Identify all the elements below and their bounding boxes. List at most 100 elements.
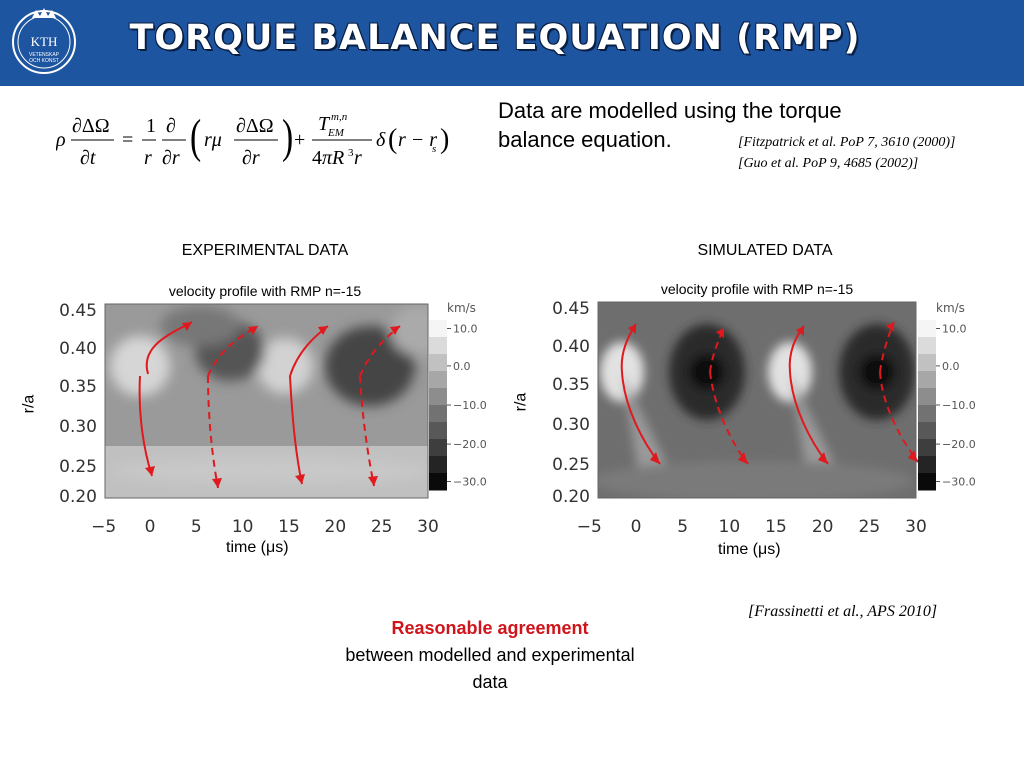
simulated-ytick-label: 0.40 — [552, 337, 590, 357]
svg-text:(: ( — [388, 124, 397, 155]
citation: [Frassinetti et al., APS 2010] — [748, 603, 938, 620]
experimental-plot-title: velocity profile with RMP n=-15 — [168, 283, 362, 299]
svg-text:OCH KONST: OCH KONST — [29, 58, 59, 64]
simulated-xtick-label: 0 — [631, 517, 642, 536]
conclusion: Reasonable agreement between modelled an… — [340, 615, 640, 696]
svg-text:s: s — [432, 143, 436, 155]
svg-text:r: r — [144, 147, 152, 169]
svg-text:∂r: ∂r — [242, 147, 260, 169]
experimental-colorbar-label: 0.0 — [453, 360, 471, 373]
svg-text:1: 1 — [146, 115, 156, 137]
reference-fitzpatrick: [Fitzpatrick et al. PoP 7, 3610 (2000)] — [738, 135, 956, 150]
simulated-colorbar-unit: km/s — [936, 301, 965, 315]
experimental-ytick-label: 0.45 — [59, 301, 97, 321]
svg-text:∂t: ∂t — [80, 147, 96, 169]
experimental-colorbar-band — [429, 405, 447, 423]
simulated-colorbar-band — [918, 354, 936, 372]
simulated-ytick-label: 0.45 — [552, 299, 590, 319]
svg-text:3: 3 — [348, 147, 354, 159]
experimental-xtick-label: 0 — [145, 517, 156, 536]
conclusion-text: between modelled and experimental data — [345, 645, 635, 692]
simulated-colorbar-band — [918, 456, 936, 474]
svg-text:r − r: r − r — [398, 129, 437, 151]
header-bar: KTH VETENSKAP OCH KONST TORQUE BALANCE E… — [0, 0, 1024, 86]
experimental-xtick-label: 30 — [417, 517, 439, 536]
simulated-ytick-label: 0.30 — [552, 415, 590, 435]
conclusion-highlight: Reasonable agreement — [391, 618, 589, 638]
simulated-xtick-label: 15 — [765, 517, 787, 536]
svg-text:): ) — [282, 109, 293, 163]
experimental-contour-plot: km/s10.00.0−10.0−20.0−30.0 0.450.400.350… — [59, 301, 487, 536]
experimental-xtick-label: 10 — [232, 517, 254, 536]
experimental-colorbar-band — [429, 422, 447, 440]
simulated-ytick-label: 0.20 — [552, 487, 590, 507]
experimental-ytick-label: 0.20 — [59, 487, 97, 507]
simulated-colorbar-label: 0.0 — [942, 360, 960, 373]
reference-list: [Fitzpatrick et al. PoP 7, 3610 (2000)] … — [738, 132, 956, 174]
experimental-colorbar-label: −20.0 — [453, 438, 487, 451]
experimental-colorbar-band — [429, 439, 447, 457]
simulated-colorbar-band — [918, 320, 936, 338]
simulated-xtick-label: 10 — [719, 517, 741, 536]
experimental-xtick-label: −5 — [91, 517, 116, 536]
experimental-colorbar-band — [429, 354, 447, 372]
experimental-x-axis: −5 0 5 10 15 20 25 30 — [91, 517, 439, 536]
svg-text:∂ΔΩ: ∂ΔΩ — [72, 115, 110, 137]
torque-balance-equation: ρ ∂ΔΩ ∂t = 1 r ∂ ∂r ( rμ ∂ΔΩ ∂r ) + T m,… — [56, 109, 449, 169]
experimental-colorbar-band — [429, 320, 447, 338]
reference-guo: [Guo et al. PoP 9, 4685 (2002)] — [738, 156, 919, 171]
svg-text:ρ: ρ — [56, 129, 66, 151]
experimental-xtick-label: 5 — [191, 517, 202, 536]
simulated-heading: SIMULATED DATA — [697, 242, 833, 259]
simulated-ytick-label: 0.35 — [552, 375, 590, 395]
simulated-xtick-label: 5 — [677, 517, 688, 536]
svg-text:=: = — [122, 129, 133, 151]
experimental-arrowheads — [145, 322, 400, 488]
simulated-ytick-label: 0.25 — [552, 455, 590, 475]
simulated-plot-title: velocity profile with RMP n=-15 — [660, 281, 854, 297]
experimental-colorbar-band — [429, 371, 447, 389]
simulated-ylabel: r/a — [512, 392, 530, 412]
experimental-xtick-label: 25 — [371, 517, 393, 536]
svg-text:(: ( — [190, 109, 201, 163]
svg-text:): ) — [440, 124, 449, 155]
simulated-colorbar: km/s 10.0 0.0 −10.0 −20.0 −30.0 — [918, 301, 976, 491]
experimental-xlabel: time (μs) — [226, 539, 289, 556]
simulated-colorbar-band — [918, 473, 936, 491]
experimental-heading: EXPERIMENTAL DATA — [181, 242, 349, 259]
experimental-colorbar-label: 10.0 — [453, 323, 478, 336]
svg-text:m,n: m,n — [331, 111, 348, 123]
intro-text: Data are modelled using the torque balan… — [498, 98, 842, 152]
simulated-arrowheads — [628, 322, 918, 464]
simulated-colorbar-band — [918, 337, 936, 355]
simulated-colorbar-band — [918, 405, 936, 423]
svg-text:∂r: ∂r — [162, 147, 180, 169]
simulated-x-axis: −5 0 5 10 15 20 25 30 — [577, 517, 927, 536]
svg-text:+: + — [294, 129, 305, 151]
experimental-ytick-label: 0.40 — [59, 339, 97, 359]
simulated-colorbar-label: −20.0 — [942, 438, 976, 451]
svg-text:δ: δ — [376, 129, 386, 151]
experimental-xtick-label: 20 — [325, 517, 347, 536]
experimental-colorbar-band — [429, 473, 447, 491]
experimental-ytick-label: 0.35 — [59, 377, 97, 397]
page-title: TORQUE BALANCE EQUATION (RMP) — [129, 18, 861, 58]
kth-logo: KTH VETENSKAP OCH KONST — [12, 8, 76, 74]
svg-text:4πR: 4πR — [312, 147, 344, 169]
simulated-colorbar-band — [918, 371, 936, 389]
experimental-colorbar-label: −10.0 — [453, 399, 487, 412]
svg-text:∂: ∂ — [166, 115, 176, 137]
svg-text:EM: EM — [327, 127, 345, 139]
simulated-contour-plot: km/s10.00.0−10.0−20.0−30.0 0.450.400.350… — [552, 299, 976, 536]
simulated-colorbar-label: −10.0 — [942, 399, 976, 412]
experimental-colorbar-band — [429, 337, 447, 355]
experimental-colorbar-band — [429, 456, 447, 474]
simulated-xtick-label: 20 — [812, 517, 834, 536]
svg-text:∂ΔΩ: ∂ΔΩ — [236, 115, 274, 137]
experimental-ylabel: r/a — [20, 394, 38, 414]
experimental-xtick-label: 15 — [278, 517, 300, 536]
simulated-xlabel: time (μs) — [718, 541, 781, 558]
simulated-xtick-label: −5 — [577, 517, 602, 536]
simulated-colorbar-label: 10.0 — [942, 323, 967, 336]
simulated-xtick-label: 25 — [859, 517, 881, 536]
